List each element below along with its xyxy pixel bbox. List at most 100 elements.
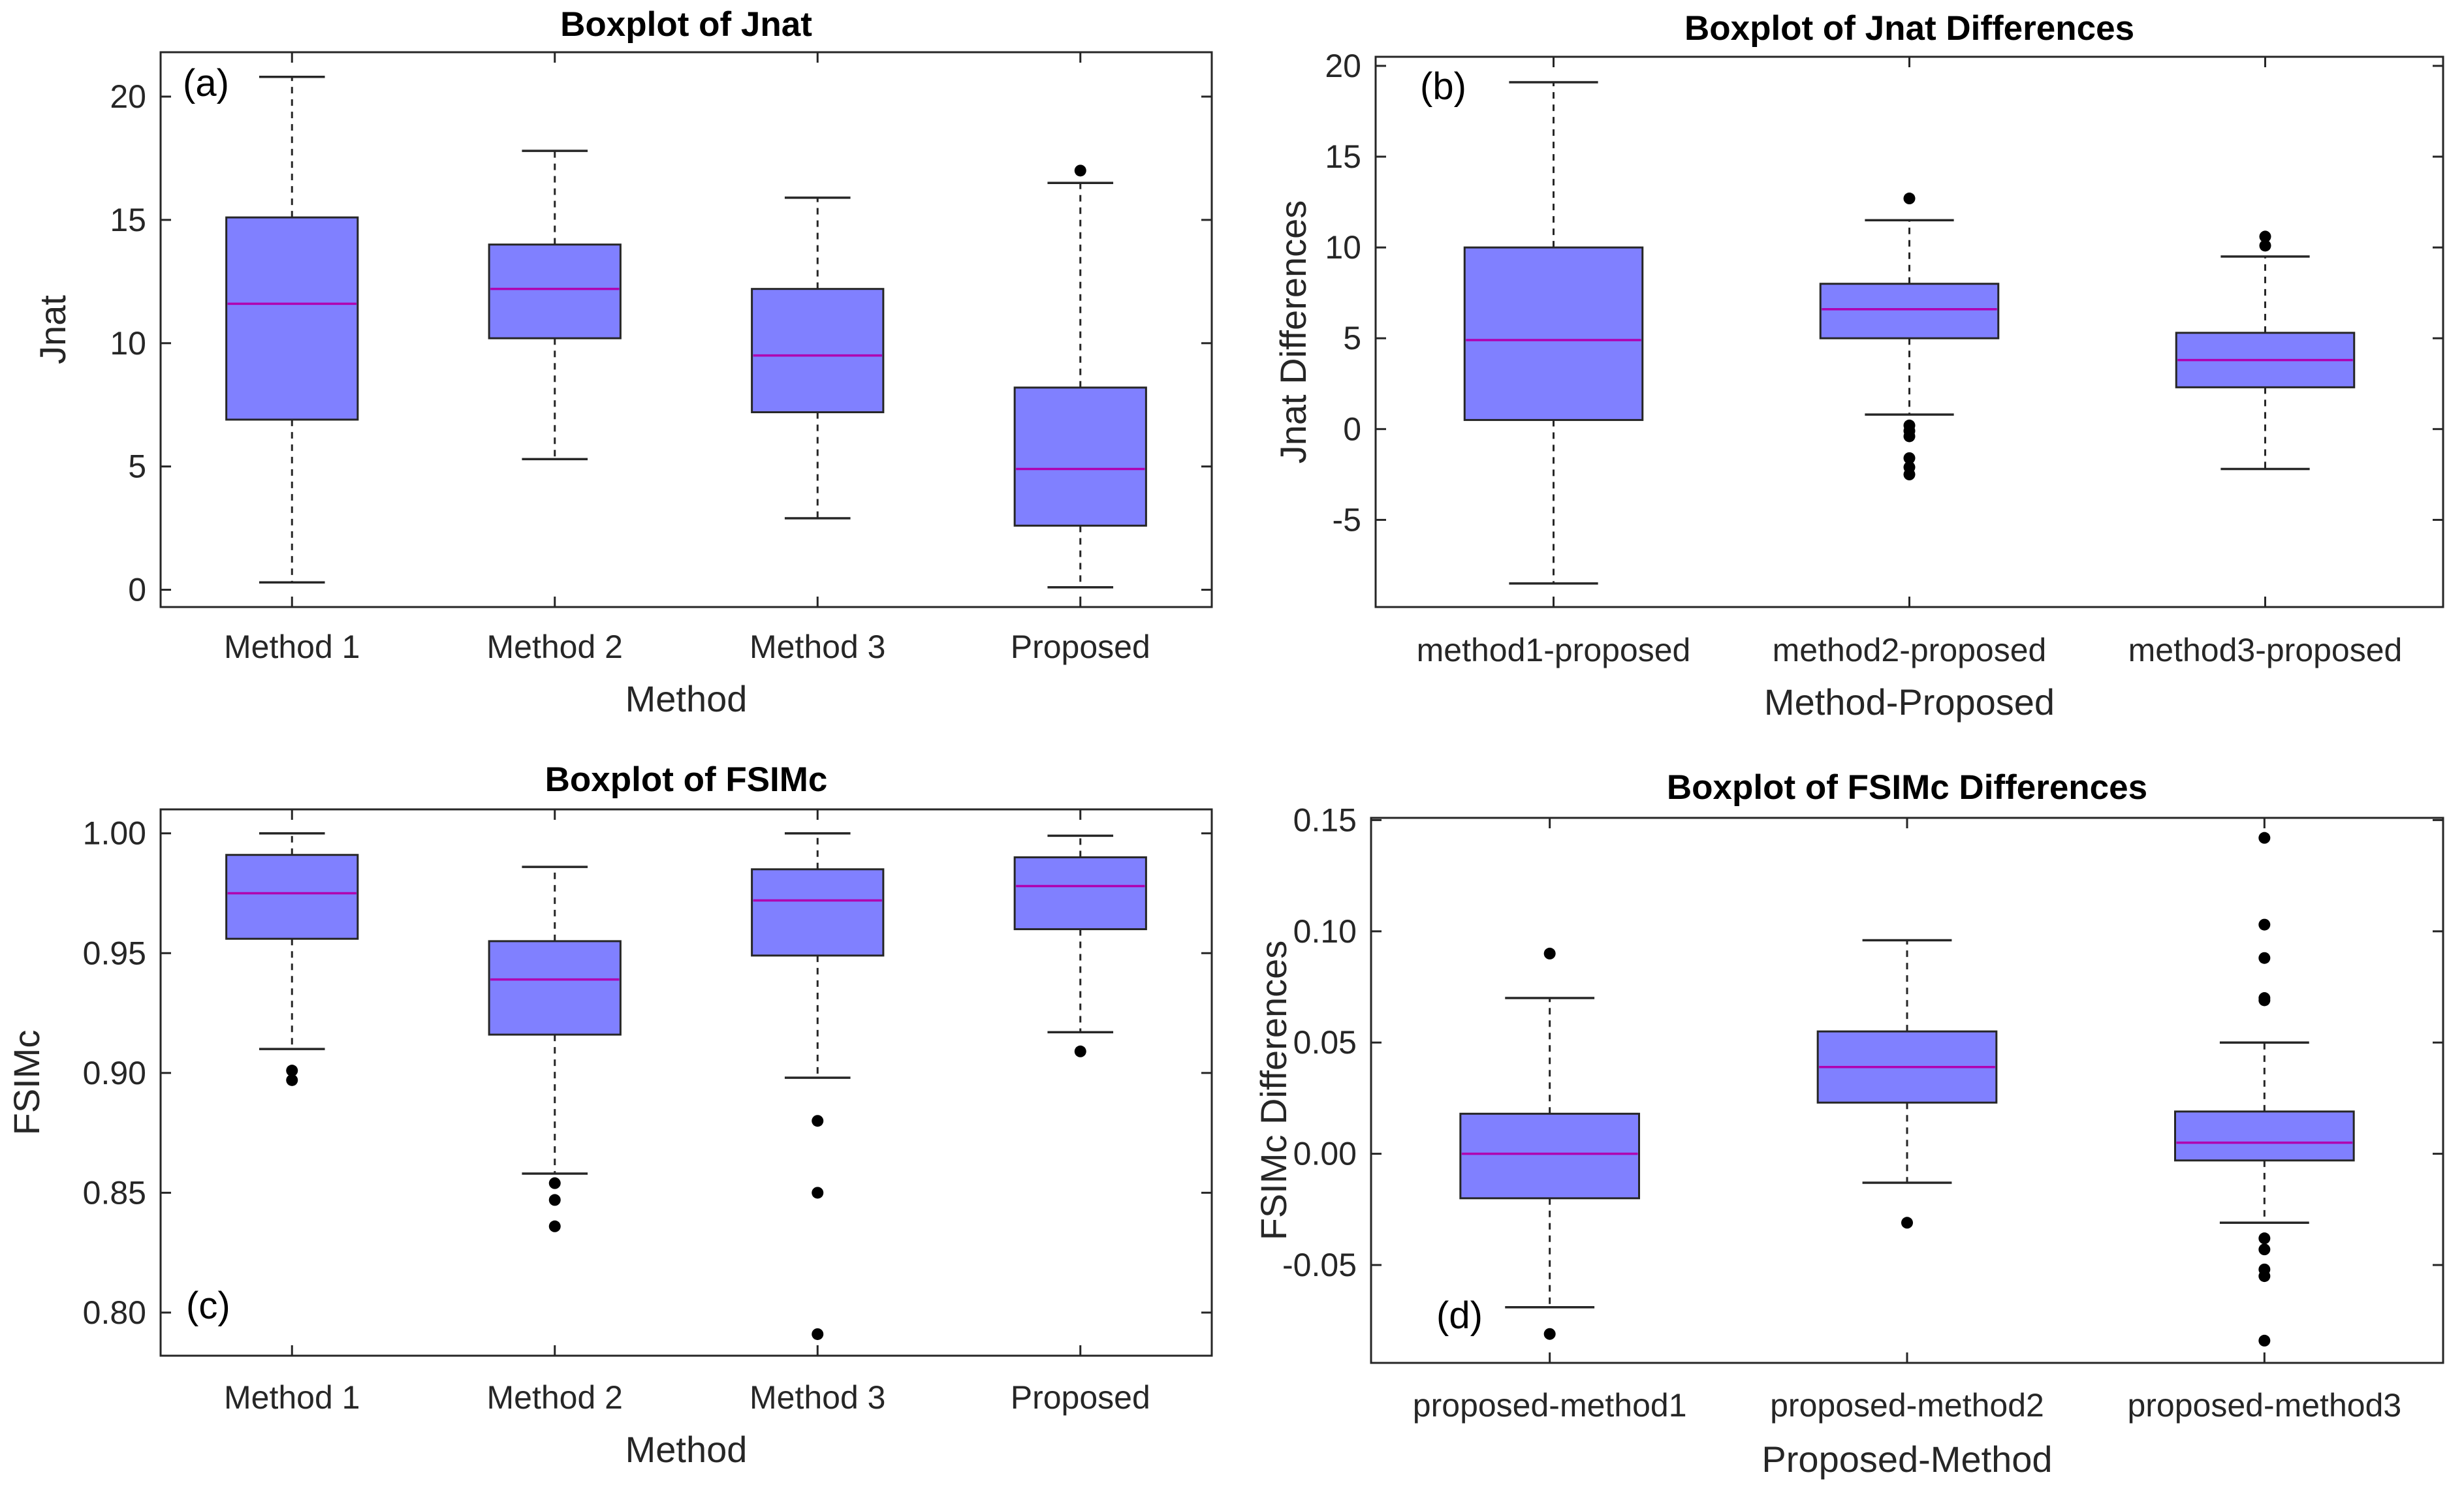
outlier-point (2259, 230, 2271, 243)
x-tick-label: proposed-method1 (1413, 1387, 1687, 1424)
x-axis-label: Method-Proposed (1764, 681, 2055, 723)
outlier-point (812, 1187, 824, 1199)
outlier-point (1903, 468, 1916, 480)
box-1 (1459, 947, 1640, 1340)
outlier-point (2258, 918, 2271, 931)
outlier-point (2258, 1334, 2271, 1347)
x-tick-label: method3-proposed (2128, 632, 2403, 668)
y-tick-label: 5 (128, 448, 146, 485)
y-tick-label: 5 (1343, 320, 1361, 356)
box-2 (1819, 193, 2000, 480)
y-tick-label: 0.95 (83, 935, 146, 971)
x-tick-label: Method 3 (750, 629, 885, 665)
y-axis-label: FSIMc (6, 1030, 47, 1136)
box-4 (1013, 164, 1147, 589)
iqr-box (225, 854, 359, 940)
panel-tag: (a) (183, 62, 229, 104)
outlier-point (2258, 1232, 2271, 1245)
x-tick-label: proposed-method2 (1770, 1387, 2044, 1424)
box-4 (1013, 834, 1147, 1057)
y-tick-label: 0.05 (1293, 1024, 1357, 1061)
iqr-box (1459, 1112, 1640, 1200)
y-tick-label: 10 (1325, 229, 1361, 266)
outlier-point (1074, 164, 1086, 177)
x-tick-label: Proposed (1011, 1379, 1150, 1416)
y-tick-label: 0.15 (1293, 802, 1357, 838)
iqr-box (225, 216, 359, 421)
y-tick-label: 0.80 (83, 1294, 146, 1331)
y-tick-label: 10 (110, 325, 146, 362)
chart-title: Boxplot of FSIMc Differences (1667, 768, 2147, 807)
box-1 (225, 832, 359, 1086)
chart-panel-4: Boxplot of FSIMc Differences -0.05 0.00 0.0… (1253, 768, 2444, 1480)
outlier-point (548, 1220, 561, 1232)
x-tick-label: proposed-method3 (2127, 1387, 2401, 1424)
axes-frame (159, 51, 1213, 608)
iqr-box (1013, 856, 1147, 931)
outlier-point (1543, 1328, 1556, 1340)
box-2 (488, 149, 622, 461)
iqr-box (488, 940, 622, 1036)
iqr-box (1463, 246, 1644, 421)
axes-frame (159, 808, 1213, 1357)
outlier-point (2258, 994, 2271, 1006)
box-3 (751, 196, 885, 520)
panel-tag: (c) (186, 1285, 230, 1327)
y-axis-label: FSIMc Differences (1253, 941, 1294, 1241)
outlier-point (2259, 240, 2271, 252)
box-3 (2174, 832, 2355, 1347)
outlier-point (286, 1065, 298, 1077)
x-axis-label: Method (625, 678, 748, 719)
y-tick-label: 0 (1343, 411, 1361, 447)
outlier-point (2258, 1270, 2271, 1283)
y-tick-label: 0.85 (83, 1174, 146, 1211)
iqr-box (2174, 1110, 2355, 1162)
x-tick-label: Proposed (1011, 629, 1150, 665)
x-tick-label: method1-proposed (1417, 632, 1691, 668)
outlier-point (1903, 430, 1916, 443)
y-tick-label: 0.10 (1293, 913, 1357, 950)
outlier-point (812, 1328, 824, 1340)
outlier-point (1903, 193, 1916, 205)
box-2 (488, 866, 622, 1232)
outlier-point (2258, 952, 2271, 964)
y-tick-label: 15 (110, 202, 146, 238)
x-tick-label: Method 2 (487, 1379, 623, 1416)
y-tick-label: 0.90 (83, 1055, 146, 1091)
y-tick-label: 20 (110, 78, 146, 115)
box-3 (751, 832, 885, 1340)
outlier-point (2258, 1243, 2271, 1256)
outlier-point (286, 1074, 298, 1086)
x-axis-label: Method (625, 1429, 748, 1470)
y-tick-label: 20 (1325, 48, 1361, 84)
y-tick-label: 15 (1325, 138, 1361, 175)
box-1 (225, 76, 359, 584)
x-tick-label: method2-proposed (1773, 632, 2047, 668)
outlier-point (1903, 452, 1916, 464)
box-2 (1816, 939, 1998, 1229)
outlier-point (2258, 832, 2271, 844)
chart-title: Boxplot of Jnat Differences (1684, 9, 2134, 48)
x-tick-label: Method 2 (487, 629, 623, 665)
x-tick-label: Method 3 (750, 1379, 885, 1416)
iqr-box (1013, 386, 1147, 527)
iqr-box (1819, 283, 2000, 339)
x-tick-label: Method 1 (224, 1379, 360, 1416)
outlier-point (548, 1194, 561, 1206)
iqr-box (751, 288, 885, 414)
y-tick-label: -5 (1333, 501, 1361, 538)
y-tick-label: -0.05 (1282, 1247, 1357, 1283)
outlier-point (1901, 1217, 1913, 1229)
iqr-box (751, 868, 885, 957)
outlier-point (548, 1177, 561, 1189)
y-axis-label: Jnat (32, 295, 73, 364)
chart-panel-3: Boxplot of FSIMc 0.80 0.85 0.90 0.95 1.00 Meth… (6, 760, 1213, 1470)
x-tick-label: Method 1 (224, 629, 360, 665)
chart-title: Boxplot of FSIMc (545, 760, 828, 799)
box-3 (2175, 230, 2356, 471)
y-tick-label: 0.00 (1293, 1136, 1357, 1172)
x-axis-label: Proposed-Method (1761, 1439, 2052, 1480)
panel-tag: (b) (1420, 65, 1466, 108)
